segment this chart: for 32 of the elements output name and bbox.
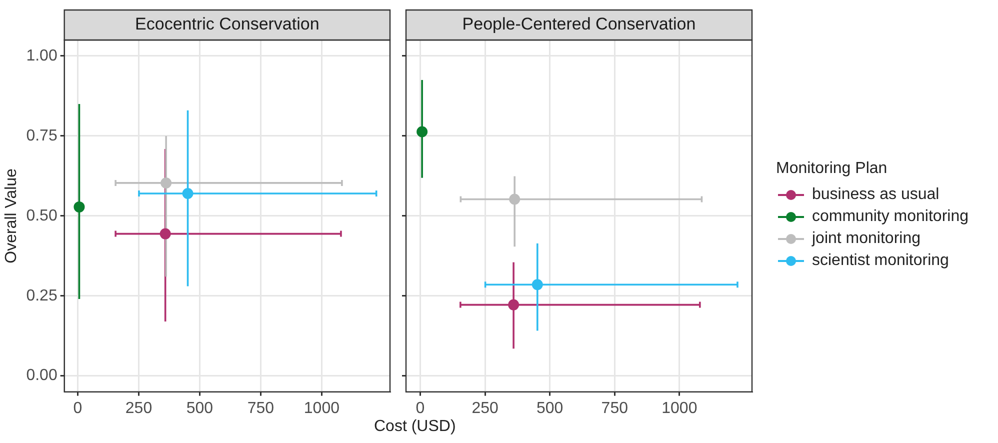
legend-label: community monitoring — [812, 208, 968, 226]
point — [508, 299, 520, 310]
x-tick-label: 250 — [125, 400, 152, 417]
x-tick-label: 1000 — [662, 400, 698, 417]
point — [182, 188, 194, 200]
x-tick-label: 250 — [472, 400, 498, 417]
x-tick-label: 750 — [247, 400, 274, 417]
legend-title: Monitoring Plan — [776, 160, 888, 178]
x-tick-label: 0 — [416, 400, 425, 417]
point — [74, 201, 85, 212]
chart-title: People-Centered Conservation — [462, 14, 696, 34]
point — [160, 177, 172, 188]
x-axis-title: Cost (USD) — [374, 418, 456, 436]
x-tick-label: 1000 — [304, 400, 340, 417]
point — [532, 279, 543, 290]
y-tick-label: 0.50 — [26, 207, 58, 224]
point — [509, 194, 520, 205]
y-tick-label: 1.00 — [26, 47, 58, 64]
x-tick-label: 500 — [186, 400, 214, 417]
legend-label: business as usual — [812, 186, 940, 204]
y-tick-label: 0.75 — [26, 127, 58, 144]
legend-label: scientist monitoring — [812, 252, 949, 270]
point — [160, 228, 171, 240]
chart-title: Ecocentric Conservation — [135, 14, 320, 34]
y-tick-label: 0.25 — [26, 287, 58, 304]
x-tick-label: 0 — [73, 400, 82, 417]
point — [416, 126, 428, 138]
x-tick-label: 500 — [536, 400, 564, 417]
y-axis-title: Overall Value — [3, 168, 20, 264]
y-tick-label: 0.00 — [26, 367, 58, 384]
legend-label: joint monitoring — [812, 230, 920, 248]
x-tick-label: 750 — [601, 400, 628, 417]
